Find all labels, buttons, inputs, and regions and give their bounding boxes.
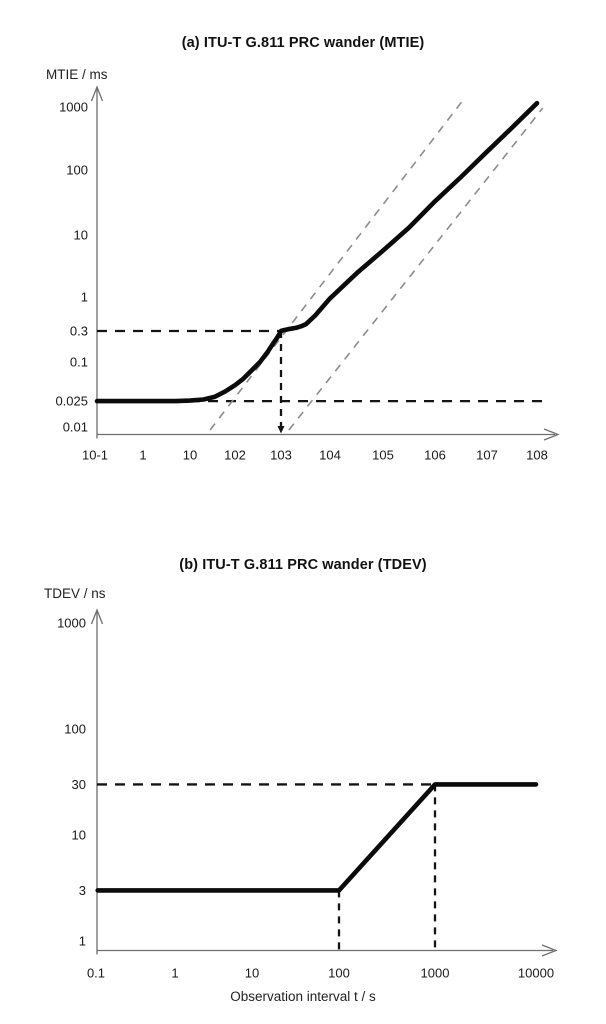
y-tick-label: 10	[74, 228, 88, 243]
x-tick-label: 107	[476, 448, 498, 463]
y-axis-arrow	[90, 608, 104, 625]
y-tick-label: 100	[66, 163, 88, 178]
x-tick-label: 1	[171, 966, 178, 981]
y-tick-label: 100	[64, 722, 86, 737]
chart-a-y-axis-label: MTIE / ms	[46, 67, 108, 82]
y-tick-label: 1	[81, 290, 88, 305]
x-tick-label: 10	[183, 448, 197, 463]
mtie-mask-curve	[94, 100, 540, 404]
y-tick-label: 0.3	[70, 323, 88, 338]
y-tick-label: 1000	[57, 616, 86, 631]
tdev-mask-curve	[95, 782, 539, 893]
x-axis-arrow	[541, 944, 558, 957]
x-axis-arrow	[543, 428, 560, 441]
y-tick-label: 10	[72, 828, 86, 843]
x-tick-label: 103	[270, 448, 292, 463]
x-tick-label: 10	[245, 966, 259, 981]
x-tick-label: 100	[328, 966, 350, 981]
chart-b-y-axis-label: TDEV / ns	[44, 586, 106, 601]
y-tick-label: 0.01	[63, 420, 88, 435]
chart-a-title: (a) ITU-T G.811 PRC wander (MTIE)	[181, 35, 425, 51]
x-tick-label: 1000	[421, 966, 450, 981]
x-tick-label: 10-1	[82, 448, 108, 463]
y-tick-label: 0.1	[70, 355, 88, 370]
chart-b-x-axis-label: Observation interval t / s	[230, 989, 376, 1004]
guide-arrowhead	[277, 426, 285, 434]
x-tick-label: 106	[424, 448, 446, 463]
x-tick-label: 102	[224, 448, 246, 463]
x-tick-label: 0.1	[87, 966, 105, 981]
x-tick-label: 1	[139, 448, 146, 463]
x-tick-label: 10000	[518, 966, 554, 981]
chart-b-title: (b) ITU-T G.811 PRC wander (TDEV)	[179, 557, 427, 573]
x-tick-label: 104	[319, 448, 341, 463]
x-tick-label: 108	[526, 448, 548, 463]
asymptote-right	[288, 107, 544, 431]
y-tick-label: 1000	[59, 100, 88, 115]
y-tick-label: 3	[79, 883, 86, 898]
y-axis-arrow	[90, 85, 104, 102]
y-tick-label: 0.025	[55, 394, 88, 409]
y-tick-label: 30	[72, 777, 86, 792]
y-tick-label: 1	[79, 934, 86, 949]
asymptote-left	[209, 98, 465, 431]
x-tick-label: 105	[372, 448, 394, 463]
